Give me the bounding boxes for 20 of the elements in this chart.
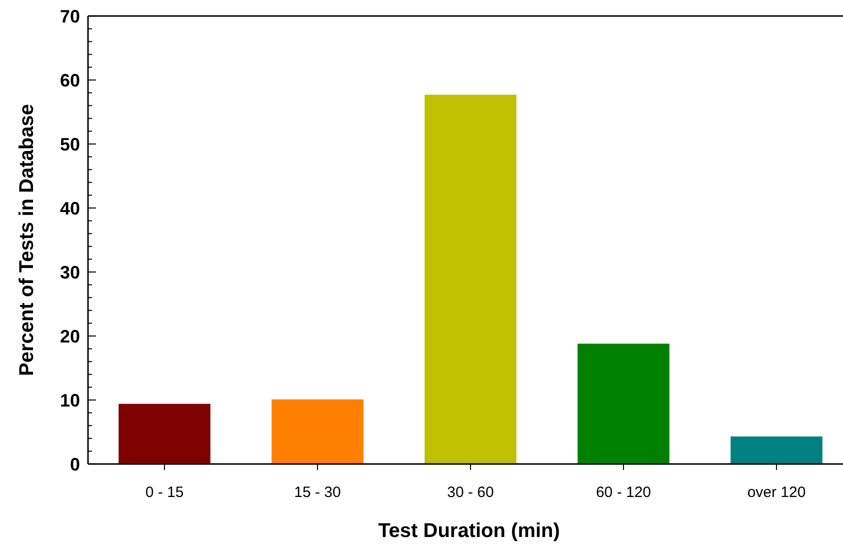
x-tick-label: 30 - 60 (447, 484, 494, 501)
bar (730, 436, 822, 464)
y-tick-label: 30 (60, 262, 80, 282)
x-tick-label: 60 - 120 (596, 484, 652, 501)
bar (272, 399, 364, 464)
bar (118, 404, 210, 464)
y-tick-label: 60 (60, 70, 80, 90)
x-axis-title: Test Duration (min) (378, 520, 560, 542)
bar (424, 94, 516, 464)
x-tick-label: over 120 (747, 484, 806, 501)
y-tick-label: 40 (60, 198, 80, 218)
bar (578, 344, 670, 464)
y-tick-label: 70 (60, 6, 80, 26)
y-tick-label: 0 (70, 454, 80, 474)
y-tick-label: 10 (60, 390, 80, 410)
y-tick-label: 20 (60, 326, 80, 346)
x-tick-label: 0 - 15 (145, 484, 184, 501)
y-axis-title: Percent of Tests in Database (16, 104, 38, 376)
y-tick-label: 50 (60, 134, 80, 154)
x-tick-label: 15 - 30 (294, 484, 341, 501)
